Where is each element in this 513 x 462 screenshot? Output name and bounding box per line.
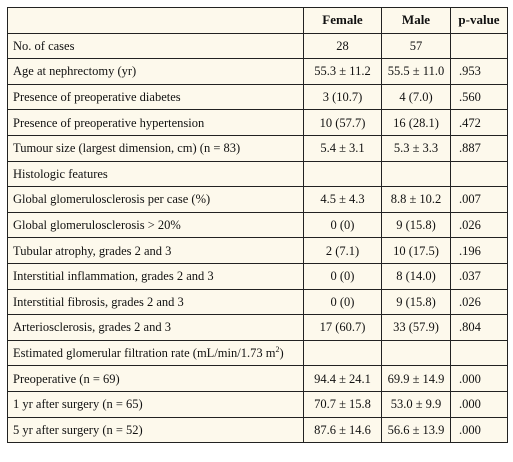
male-value: 8.8 ± 10.2 [381,186,451,213]
table-row: Interstitial inflammation, grades 2 and … [7,262,508,290]
male-value: 53.0 ± 9.9 [381,390,451,418]
female-value: 5.4 ± 3.1 [303,134,382,162]
female-value: 10 (57.7) [303,109,382,136]
male-value: 4 (7.0) [381,83,451,111]
female-value: 87.6 ± 14.6 [303,416,382,444]
row-label: Tubular atrophy, grades 2 and 3 [7,237,304,264]
egfr-label-text: Estimated glomerular filtration rate (mL… [13,346,276,361]
comparison-table: Female Male p-value No. of cases 28 57 A… [7,7,508,444]
table-row-section-heading: Histologic features [7,160,508,188]
female-value: 28 [303,32,382,60]
p-value: .887 [450,134,508,162]
header-male: Male [381,7,451,34]
male-value [381,160,451,188]
female-value: 2 (7.1) [303,237,382,264]
table-row: Interstitial fibrosis, grades 2 and 3 0 … [7,288,508,316]
row-label: Preoperative (n = 69) [7,365,304,392]
male-value: 10 (17.5) [381,237,451,264]
p-value: .000 [450,416,508,444]
p-value: .000 [450,365,508,392]
male-value: 57 [381,32,451,60]
male-value: 9 (15.8) [381,288,451,316]
table-row: Global glomerulosclerosis per case (%) 4… [7,186,508,213]
male-value: 16 (28.1) [381,109,451,136]
p-value: .026 [450,211,508,239]
table-header-row: Female Male p-value [7,7,508,34]
row-label: 5 yr after surgery (n = 52) [7,416,304,444]
table-row-section-heading: Estimated glomerular filtration rate (mL… [7,339,508,367]
header-female: Female [303,7,382,34]
row-label: Tumour size (largest dimension, cm) (n =… [7,134,304,162]
row-label: Presence of preoperative hypertension [7,109,304,136]
row-label: Global glomerulosclerosis per case (%) [7,186,304,213]
female-value [303,339,382,367]
row-label: Arteriosclerosis, grades 2 and 3 [7,314,304,341]
row-label: Interstitial fibrosis, grades 2 and 3 [7,288,304,316]
female-value: 55.3 ± 11.2 [303,58,382,85]
row-label: No. of cases [7,32,304,60]
female-value: 17 (60.7) [303,314,382,341]
header-blank-cell [7,7,304,34]
p-value: .007 [450,186,508,213]
table-row: Presence of preoperative hypertension 10… [7,109,508,136]
male-value: 5.3 ± 3.3 [381,134,451,162]
table-row: Arteriosclerosis, grades 2 and 3 17 (60.… [7,314,508,341]
table-row: Age at nephrectomy (yr) 55.3 ± 11.2 55.5… [7,58,508,85]
table-row: 5 yr after surgery (n = 52) 87.6 ± 14.6 … [7,416,508,444]
p-value: .000 [450,390,508,418]
male-value: 56.6 ± 13.9 [381,416,451,444]
row-label: 1 yr after surgery (n = 65) [7,390,304,418]
egfr-label-suffix: ) [279,346,284,361]
p-value: .560 [450,83,508,111]
male-value: 55.5 ± 11.0 [381,58,451,85]
p-value [450,160,508,188]
male-value [381,339,451,367]
header-p-value: p-value [450,7,508,34]
female-value: 3 (10.7) [303,83,382,111]
table-row: 1 yr after surgery (n = 65) 70.7 ± 15.8 … [7,390,508,418]
row-label: Interstitial inflammation, grades 2 and … [7,262,304,290]
p-value: .472 [450,109,508,136]
section-label: Estimated glomerular filtration rate (mL… [7,339,304,367]
female-value: 4.5 ± 4.3 [303,186,382,213]
table-row: Global glomerulosclerosis > 20% 0 (0) 9 … [7,211,508,239]
egfr-label-superscript: 2 [275,345,280,355]
row-label: Presence of preoperative diabetes [7,83,304,111]
female-value: 0 (0) [303,262,382,290]
male-value: 9 (15.8) [381,211,451,239]
row-label: Age at nephrectomy (yr) [7,58,304,85]
p-value: .804 [450,314,508,341]
section-label: Histologic features [7,160,304,188]
table-row: Tumour size (largest dimension, cm) (n =… [7,134,508,162]
male-value: 69.9 ± 14.9 [381,365,451,392]
male-value: 33 (57.9) [381,314,451,341]
p-value: .037 [450,262,508,290]
p-value [450,32,508,60]
female-value: 0 (0) [303,288,382,316]
female-value: 94.4 ± 24.1 [303,365,382,392]
male-value: 8 (14.0) [381,262,451,290]
female-value: 0 (0) [303,211,382,239]
female-value: 70.7 ± 15.8 [303,390,382,418]
table-row: Tubular atrophy, grades 2 and 3 2 (7.1) … [7,237,508,264]
female-value [303,160,382,188]
p-value: .026 [450,288,508,316]
p-value: .953 [450,58,508,85]
row-label: Global glomerulosclerosis > 20% [7,211,304,239]
table-row: Presence of preoperative diabetes 3 (10.… [7,83,508,111]
table-row: No. of cases 28 57 [7,32,508,60]
p-value [450,339,508,367]
table-row: Preoperative (n = 69) 94.4 ± 24.1 69.9 ±… [7,365,508,392]
p-value: .196 [450,237,508,264]
